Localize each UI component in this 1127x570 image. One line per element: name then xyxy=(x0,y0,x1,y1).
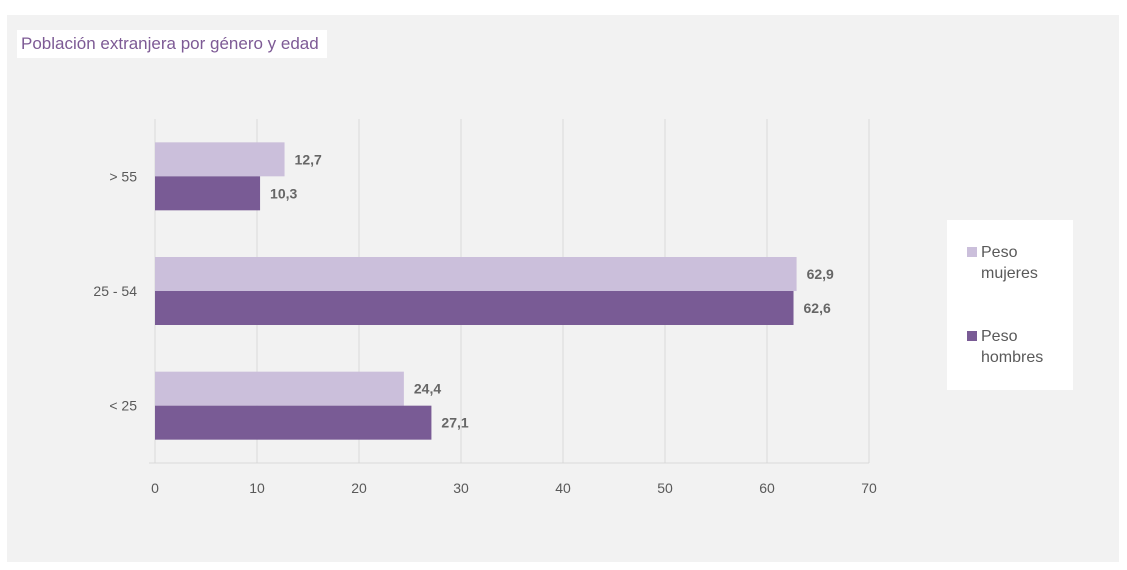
x-tick-label-20: 20 xyxy=(351,480,367,496)
chart-title: Población extranjera por género y edad xyxy=(17,30,327,58)
x-tick-label-10: 10 xyxy=(249,480,265,496)
data-label-hombres-1: 62,6 xyxy=(804,300,831,316)
x-tick-label-40: 40 xyxy=(555,480,571,496)
data-label-hombres-2: 27,1 xyxy=(441,415,468,431)
data-label-hombres-0: 10,3 xyxy=(270,185,297,201)
bar-mujeres-2 xyxy=(155,371,404,406)
bar-hombres-0 xyxy=(155,176,261,211)
chart-frame: Población extranjera por género y edad 0… xyxy=(7,15,1119,562)
legend-label-mujeres: Peso mujeres xyxy=(981,244,1038,282)
legend-swatch-hombres xyxy=(967,331,977,341)
data-label-mujeres-2: 24,4 xyxy=(414,381,441,397)
bar-mujeres-1 xyxy=(155,257,797,291)
x-tick-label-30: 30 xyxy=(453,480,469,496)
x-tick-label-50: 50 xyxy=(657,480,673,496)
legend-label-hombres: Peso hombres xyxy=(981,328,1044,366)
category-label-1: 25 - 54 xyxy=(93,283,137,299)
category-label-0: > 55 xyxy=(109,168,137,184)
x-tick-label-0: 0 xyxy=(151,480,159,496)
legend-item-mujeres: Peso mujeres xyxy=(967,242,1061,284)
data-label-mujeres-1: 62,9 xyxy=(807,266,834,282)
data-label-mujeres-0: 12,7 xyxy=(295,151,322,167)
bar-chart: 0 10 20 30 40 50 60 70 > 55 12,7 10,3 25 - 54 62,9 62… xyxy=(93,119,877,496)
legend: Peso mujeres Peso hombres xyxy=(947,220,1073,390)
bar-mujeres-0 xyxy=(155,142,285,177)
bar-hombres-2 xyxy=(155,405,432,440)
x-tick-label-60: 60 xyxy=(759,480,775,496)
bar-hombres-1 xyxy=(155,291,794,325)
x-tick-label-70: 70 xyxy=(861,480,877,496)
category-label-2: < 25 xyxy=(109,398,137,414)
legend-item-hombres: Peso hombres xyxy=(967,326,1061,368)
legend-swatch-mujeres xyxy=(967,247,977,257)
